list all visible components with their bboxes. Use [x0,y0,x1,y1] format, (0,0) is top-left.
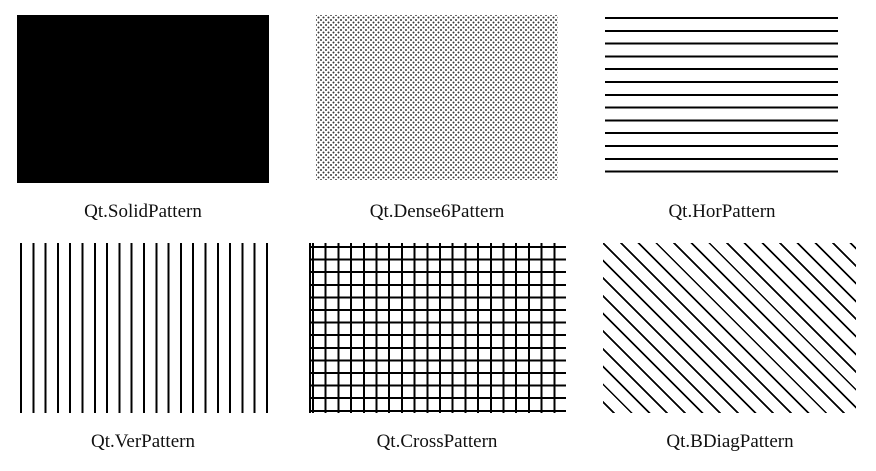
dense6-pattern-swatch [316,15,558,180]
pattern-label: Qt.SolidPattern [84,201,202,222]
pattern-cell-dense6: Qt.Dense6Pattern [292,0,584,235]
cross-pattern-swatch [309,243,566,413]
bdiag-pattern-swatch [603,243,856,413]
pattern-label: Qt.HorPattern [668,201,776,222]
pattern-cell-solid: Qt.SolidPattern [0,0,292,235]
pattern-label: Qt.VerPattern [91,431,195,452]
horizontal-pattern-swatch [605,17,838,182]
solid-pattern-swatch [17,15,269,183]
pattern-label: Qt.CrossPattern [376,431,498,452]
pattern-cell-vertical: Qt.VerPattern [0,235,292,471]
pattern-label: Qt.BDiagPattern [666,431,794,452]
pattern-label: Qt.Dense6Pattern [369,201,505,222]
pattern-cell-cross: Qt.CrossPattern [292,235,584,471]
pattern-cell-horizontal: Qt.HorPattern [584,0,876,235]
vertical-pattern-swatch [17,243,269,413]
pattern-cell-bdiag: Qt.BDiagPattern [584,235,876,471]
